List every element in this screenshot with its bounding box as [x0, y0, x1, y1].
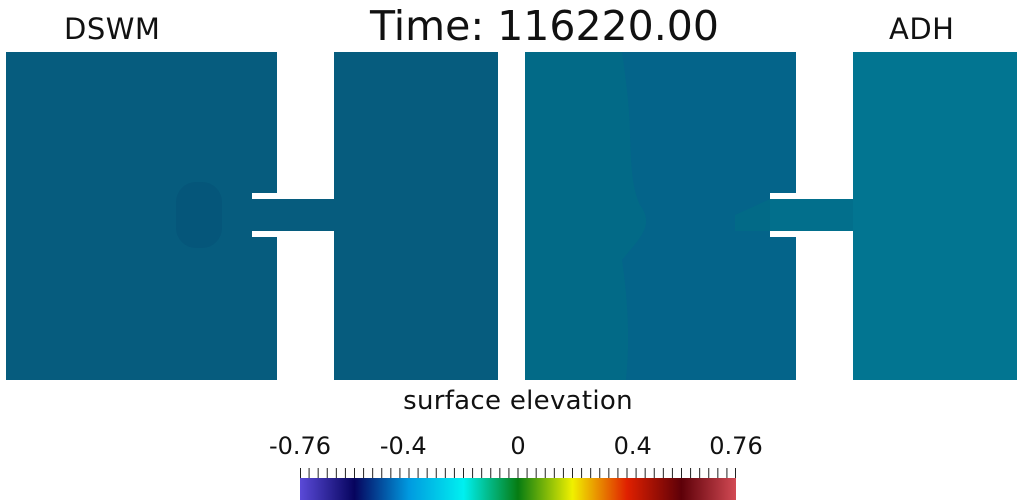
left-channel: [252, 199, 334, 231]
right-model-domain: [525, 52, 1017, 380]
left-model-domain: [6, 52, 498, 380]
colorbar-tick-label: -0.4: [379, 432, 427, 460]
colorbar-tick-label: 0.4: [613, 432, 652, 460]
model-comparison-view: [6, 52, 1017, 380]
left-basin-shade: [176, 182, 222, 248]
left-channel-wall-top: [252, 193, 334, 199]
colorbar-ticks: [300, 468, 736, 478]
time-prefix: Time:: [370, 2, 485, 50]
colorbar-tick-label: 0: [510, 432, 526, 460]
right-basin-dark-band: [622, 52, 796, 380]
colorbar-tick-label: 0.76: [709, 432, 763, 460]
time-readout: Time: 116220.00: [370, 2, 719, 50]
colorbar-gradient: [300, 478, 736, 500]
colorbar-title: surface elevation: [403, 386, 633, 416]
right-channel-wall-bottom: [770, 231, 853, 237]
colorbar-tick-label: -0.76: [268, 432, 332, 460]
right-channel: [770, 199, 853, 231]
right-basin-right: [853, 52, 1017, 380]
left-model-label: DSWM: [64, 12, 161, 46]
right-model-label: ADH: [889, 12, 955, 46]
colorbar: [300, 478, 736, 500]
time-value: 116220.00: [497, 2, 719, 50]
left-channel-wall-bottom: [252, 231, 334, 237]
right-channel-wall-top: [770, 193, 853, 199]
